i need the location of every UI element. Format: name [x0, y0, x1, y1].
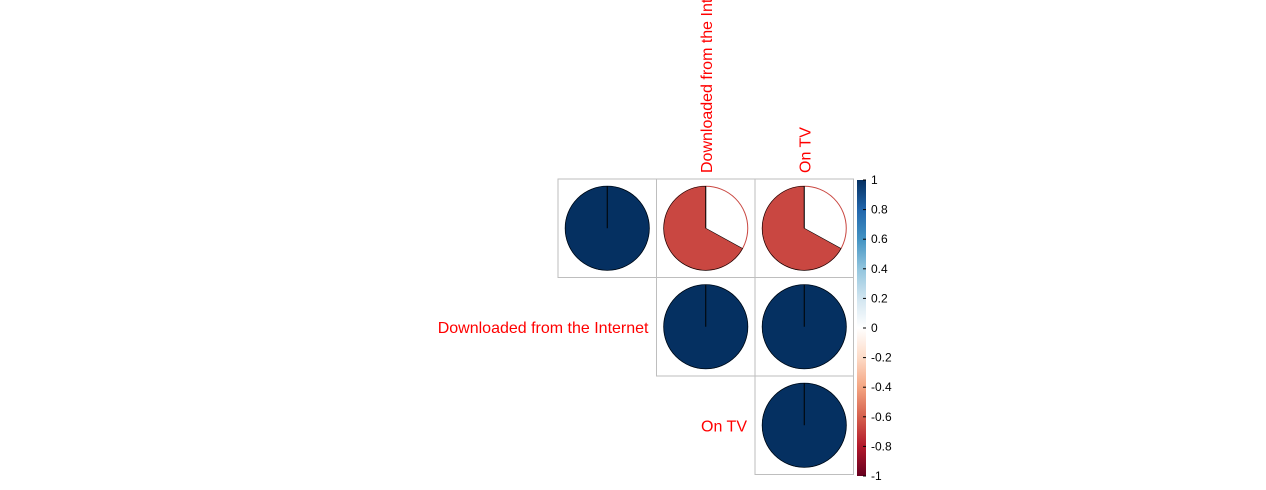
column-label: Downloaded from the Int	[699, 0, 716, 173]
colorbar-tick-label: -0.6	[871, 410, 892, 424]
colorbar-gradient	[857, 180, 866, 476]
axis-labels: Downloaded from the Int On TV Downloaded f…	[438, 0, 815, 435]
pie-slice	[761, 185, 842, 271]
column-label: On TV	[797, 127, 814, 173]
colorbar-tick-label: -0.4	[871, 380, 892, 394]
colorbar-tick-label: 0.8	[871, 203, 888, 217]
matrix-cell	[656, 277, 756, 377]
colorbar-tick-label: 1	[871, 173, 878, 187]
row-label: Downloaded from the Internet	[438, 320, 649, 337]
colorbar-tick-label: -0.2	[871, 351, 892, 365]
colorbar-tick-label: 0.2	[871, 291, 888, 305]
matrix-cell	[754, 277, 854, 377]
colorbar-tick-label: 0.6	[871, 232, 888, 246]
colorbar-tick-label: 0	[871, 321, 878, 335]
matrix-cells	[557, 178, 854, 475]
matrix-cell	[754, 375, 854, 475]
matrix-cell	[656, 178, 756, 278]
pie-slice	[663, 185, 743, 271]
matrix-cell	[557, 178, 657, 278]
colorbar-tick-label: -0.8	[871, 439, 892, 453]
colorbar-tick-label: -1	[871, 469, 882, 483]
colorbar-tick-label: 0.4	[871, 262, 888, 276]
cell-border	[754, 375, 854, 475]
colorbar: 1 0.8 0.6 0.4 0.2 0 -0.2 -0.4 -0.6 -0.8 -1	[857, 173, 892, 483]
matrix-cell	[754, 178, 854, 278]
row-label: On TV	[701, 418, 747, 435]
